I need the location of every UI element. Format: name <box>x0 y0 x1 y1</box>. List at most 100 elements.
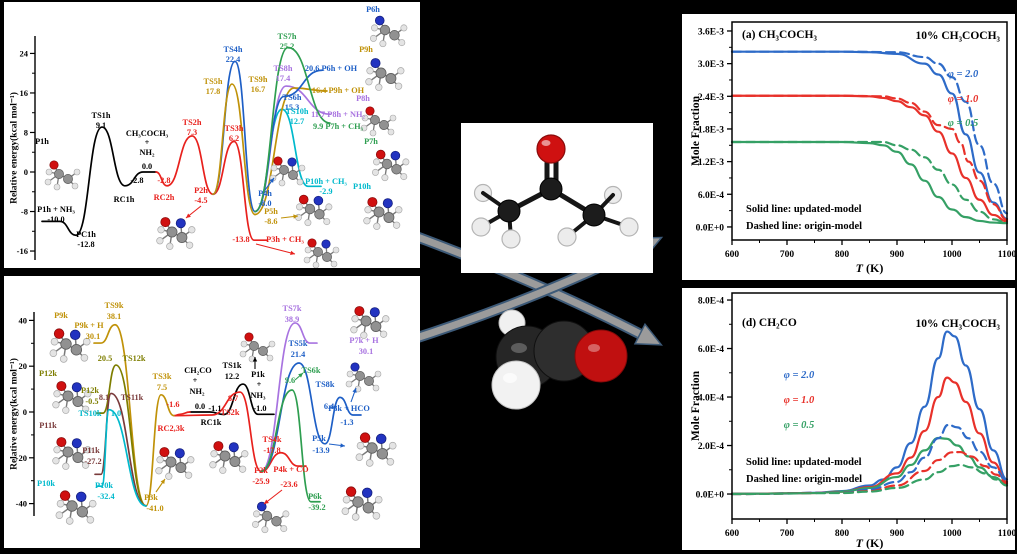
carbon-atom <box>258 346 268 356</box>
hydrogen-atom <box>261 526 269 534</box>
oxygen-atom <box>244 332 254 342</box>
stationary-point-label: NH₂ <box>140 148 155 157</box>
acetone-3d-model-panel <box>461 123 653 273</box>
nitrogen-atom <box>75 491 87 503</box>
nitrogen-atom <box>71 438 82 449</box>
hydrogen-atom <box>379 330 388 338</box>
stationary-point-label: P9h <box>359 45 373 54</box>
stationary-point-label: 15.3 <box>285 103 300 112</box>
hydrogen-atom <box>266 354 274 362</box>
hydrogen-atom <box>166 242 174 250</box>
x-tick-label: 1000 <box>943 529 962 539</box>
y-tick-label: 2.0E-4 <box>698 442 724 452</box>
hydrogen-atom <box>84 446 92 454</box>
carbon-atom <box>355 371 365 381</box>
legend-entry: φ = 1.0 <box>784 395 815 406</box>
pathway-curve <box>94 392 147 507</box>
hydrogen-atom <box>366 67 374 75</box>
series-phi=2.0-origin-model <box>730 50 1009 215</box>
hydrogen-atom <box>619 217 639 237</box>
carbon-atom <box>366 442 378 454</box>
hydrogen-atom <box>50 337 59 346</box>
hydrogen-atom <box>386 458 395 466</box>
pointer-arrow <box>294 372 304 381</box>
hydrogen-atom <box>381 174 389 182</box>
x-tick-label: 800 <box>835 250 850 260</box>
hydrogen-atom <box>382 315 390 323</box>
panel-chart-ketene-mole-fraction: Mole Fraction 600 700 800 900 1000 1100 8.0E-4… <box>682 288 1015 550</box>
oxygen-atom <box>298 194 309 205</box>
x-tick-label: 900 <box>890 529 905 539</box>
carbon-atom <box>304 203 316 215</box>
stationary-point-label: + <box>193 376 198 385</box>
stationary-point-label: 1.0 <box>111 409 121 418</box>
carbon-atom <box>385 73 397 84</box>
nitrogen-atom <box>375 433 387 445</box>
stationary-point-label: TS4h <box>224 45 243 54</box>
pathway-curve <box>260 322 318 473</box>
hydrogen-atom <box>52 457 60 465</box>
oxygen-atom <box>49 160 59 170</box>
hydrogen-atom <box>71 182 79 190</box>
series-phi=2.0-updated-model <box>730 330 1009 495</box>
hydrogen-atom <box>389 114 397 122</box>
molecule-model <box>363 197 403 230</box>
y-tick-label: 3.0E-3 <box>698 60 724 70</box>
pathway-curve <box>254 87 328 216</box>
hydrogen-atom <box>184 471 193 479</box>
stationary-point-label: TS7k <box>283 304 302 313</box>
hydrogen-atom <box>62 406 70 414</box>
pointer-arrow <box>252 357 258 369</box>
carbon-atom <box>381 158 393 170</box>
hydrogen-atom <box>84 390 92 398</box>
nitrogen-atom <box>369 307 380 318</box>
carbon-atom <box>219 450 231 462</box>
x-tick-label: 1100 <box>998 250 1015 260</box>
molecule-model <box>341 486 383 521</box>
panel-energy-diagram-acetone-nh2: Relative energy(kcal mol⁻¹) 24 16 8 0 -8 -16 P… <box>4 2 420 268</box>
hydrogen-atom <box>350 326 358 334</box>
nitrogen-atom <box>370 58 381 69</box>
y-tick-label: -8 <box>21 207 28 217</box>
y-tick-label: 4.0E-4 <box>698 394 724 404</box>
carbon-atom <box>373 206 385 218</box>
y-tick-label: 1.8E-3 <box>698 125 724 135</box>
chart-text: (a) CH₃COCH₃ <box>742 29 817 41</box>
stationary-point-label: P5h <box>264 207 278 216</box>
curved-arrow-to-chart-d <box>398 226 663 346</box>
hydrogen-atom <box>280 525 288 533</box>
stationary-point-label: -32.4 <box>97 492 114 501</box>
hydrogen-atom <box>312 261 320 268</box>
pathway-curve <box>189 383 275 416</box>
hydrogen-atom <box>397 67 405 75</box>
hydrogen-atom <box>374 495 383 504</box>
oxygen-atom <box>160 217 171 228</box>
stationary-point-label: 12.7 <box>290 117 305 126</box>
stationary-point-label: -10.0 <box>47 215 64 224</box>
stationary-point-label: 17.4 <box>276 74 291 83</box>
stationary-point-label: P3k <box>144 493 158 502</box>
hydrogen-atom <box>400 173 408 181</box>
hydrogen-atom <box>371 168 379 176</box>
y-tick-label: -16 <box>17 246 28 256</box>
nitrogen-atom <box>174 448 185 459</box>
arrow-head <box>633 322 663 346</box>
hydrogen-atom <box>364 206 372 214</box>
stationary-point-label: TS3k <box>153 372 172 381</box>
series-phi=0.5-updated-model <box>730 436 1009 495</box>
hydrogen-atom <box>282 510 290 518</box>
hydrogen-atom <box>330 260 338 268</box>
carbon-atom <box>322 252 332 262</box>
carbon-atom <box>379 24 391 36</box>
chart-text: Solid line: updated-model <box>746 457 862 468</box>
stationary-point-label: PC1h <box>76 230 96 239</box>
stationary-point-label: NH₂ <box>190 387 205 396</box>
stationary-point-label: CH₂CO <box>184 366 212 375</box>
nitrogen-atom <box>361 487 373 499</box>
hydrogen-atom <box>373 222 381 230</box>
oxygen-atom <box>59 490 71 501</box>
pes-ketene-y-axis-label: Relative energy(kcal mol⁻¹) <box>9 358 20 470</box>
chart-text: 10% CH₃COCH₃ <box>915 30 1000 42</box>
molecule-model <box>360 106 397 137</box>
